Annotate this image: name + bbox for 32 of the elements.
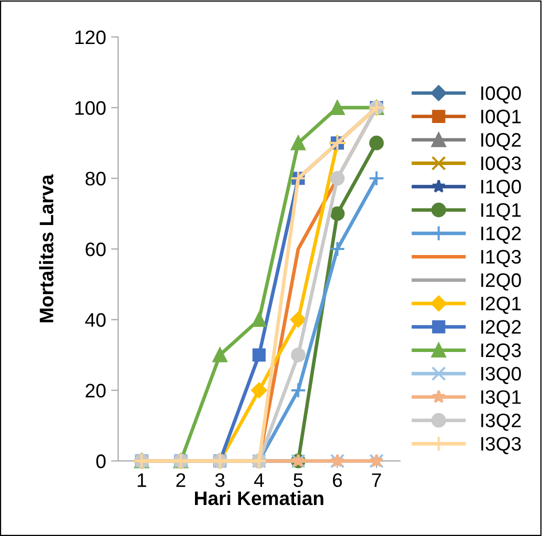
x-tick-label: 5 [294, 473, 303, 488]
legend-label: I0Q2 [481, 133, 521, 150]
legend-label: I2Q2 [481, 320, 521, 338]
legend-label: I0Q1 [481, 110, 521, 127]
legend-label: I0Q3 [481, 156, 521, 174]
x-tick-label: 1 [138, 473, 146, 487]
legend-label: I2Q0 [481, 273, 521, 291]
legend-label: I1Q3 [481, 250, 521, 268]
y-tick-label: 20 [86, 384, 106, 398]
legend-label: I3Q2 [481, 414, 521, 431]
legend-label: I1Q1 [481, 203, 521, 220]
y-axis-title: Mortalitas Larva [39, 174, 54, 322]
x-tick-label: 4 [254, 473, 264, 487]
x-tick-label: 6 [332, 473, 342, 488]
legend-label: I0Q0 [481, 86, 521, 104]
y-tick-label: 80 [86, 172, 106, 186]
legend-label: I1Q0 [481, 180, 521, 198]
legend-label: I2Q3 [481, 343, 521, 361]
x-axis-title: Hari Kematian [195, 490, 324, 506]
legend-label: I3Q0 [481, 366, 521, 384]
x-tick-label: 3 [215, 473, 224, 488]
y-tick-label: 40 [85, 313, 106, 327]
y-tick-label: 60 [86, 242, 106, 256]
y-tick-label: 100 [75, 101, 106, 115]
y-tick-label: 120 [75, 30, 106, 44]
y-tick-label: 0 [96, 454, 106, 468]
legend-label: I1Q2 [481, 226, 521, 244]
x-tick-label: 7 [372, 473, 381, 487]
x-tick-label: 2 [176, 473, 186, 487]
legend-label: I2Q1 [481, 296, 521, 314]
legend-label: I3Q3 [481, 436, 521, 454]
legend-label: I3Q1 [481, 390, 521, 408]
